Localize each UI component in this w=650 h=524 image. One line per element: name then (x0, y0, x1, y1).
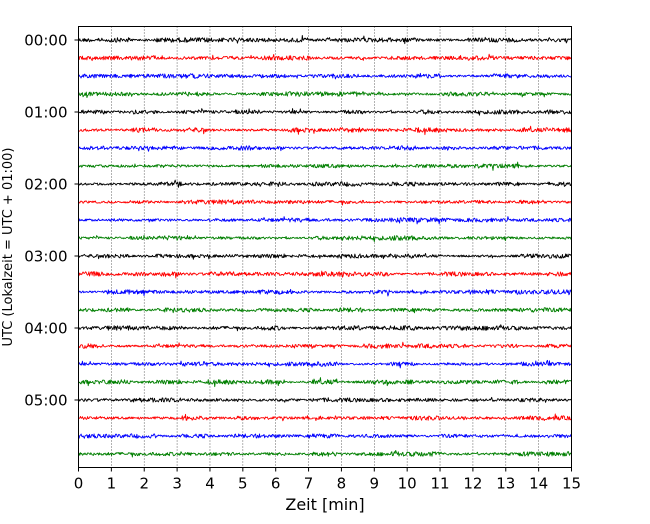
trace-0430 (78, 359, 572, 369)
y-tick-label-4: 04:00 (24, 320, 67, 338)
trace-0345 (78, 307, 572, 314)
trace-0330 (78, 288, 572, 297)
trace-0115 (78, 125, 572, 136)
trace-0515 (78, 413, 572, 422)
trace-0400 (78, 324, 572, 332)
y-tick-label-3: 03:00 (24, 248, 67, 266)
x-tick-label-10: 10 (398, 475, 417, 493)
trace-0230 (78, 216, 572, 225)
trace-0100 (78, 108, 572, 116)
trace-0030 (78, 72, 572, 80)
x-axis-label: Zeit [min] (285, 495, 364, 514)
trace-0500 (78, 396, 572, 403)
x-tick-label-13: 13 (496, 475, 515, 493)
trace-0045 (78, 91, 572, 99)
x-tick-label-2: 2 (139, 475, 149, 493)
trace-0415 (78, 341, 572, 349)
plot-frame (78, 26, 572, 468)
trace-0530 (78, 433, 572, 439)
trace-0015 (78, 53, 572, 62)
trace-lines (78, 34, 572, 458)
x-tick-label-1: 1 (107, 475, 117, 493)
trace-0245 (78, 234, 572, 243)
x-tick-label-12: 12 (463, 475, 482, 493)
trace-0145 (78, 161, 572, 171)
trace-0130 (78, 145, 572, 152)
x-tick-label-14: 14 (529, 475, 548, 493)
trace-0545 (78, 449, 572, 458)
x-tick-label-15: 15 (562, 475, 581, 493)
trace-0315 (78, 270, 572, 279)
trace-0000 (78, 34, 572, 45)
trace-0445 (78, 377, 572, 388)
trace-0300 (78, 252, 572, 260)
trace-0200 (78, 179, 572, 188)
x-tick-label-6: 6 (271, 475, 281, 493)
y-axis-ticks: 00:00 01:00 02:00 03:00 04:00 05:00 (24, 32, 79, 410)
y-axis-label: UTC (Lokalzeit = UTC + 01:00) (1, 148, 16, 347)
y-tick-label-5: 05:00 (24, 392, 67, 410)
y-tick-label-2: 02:00 (24, 176, 67, 194)
x-tick-label-8: 8 (337, 475, 347, 493)
x-tick-label-5: 5 (238, 475, 248, 493)
x-tick-label-0: 0 (74, 475, 84, 493)
y-tick-label-0: 00:00 (24, 32, 67, 50)
x-tick-label-3: 3 (172, 475, 182, 493)
trace-0215 (78, 199, 572, 206)
x-tick-label-7: 7 (304, 475, 314, 493)
x-axis-ticks: 0 1 2 3 4 5 6 7 8 9 10 11 12 13 14 15 (74, 467, 581, 493)
y-tick-label-1: 01:00 (24, 104, 67, 122)
x-tick-label-4: 4 (205, 475, 215, 493)
x-tick-label-11: 11 (430, 475, 449, 493)
x-tick-label-9: 9 (370, 475, 380, 493)
